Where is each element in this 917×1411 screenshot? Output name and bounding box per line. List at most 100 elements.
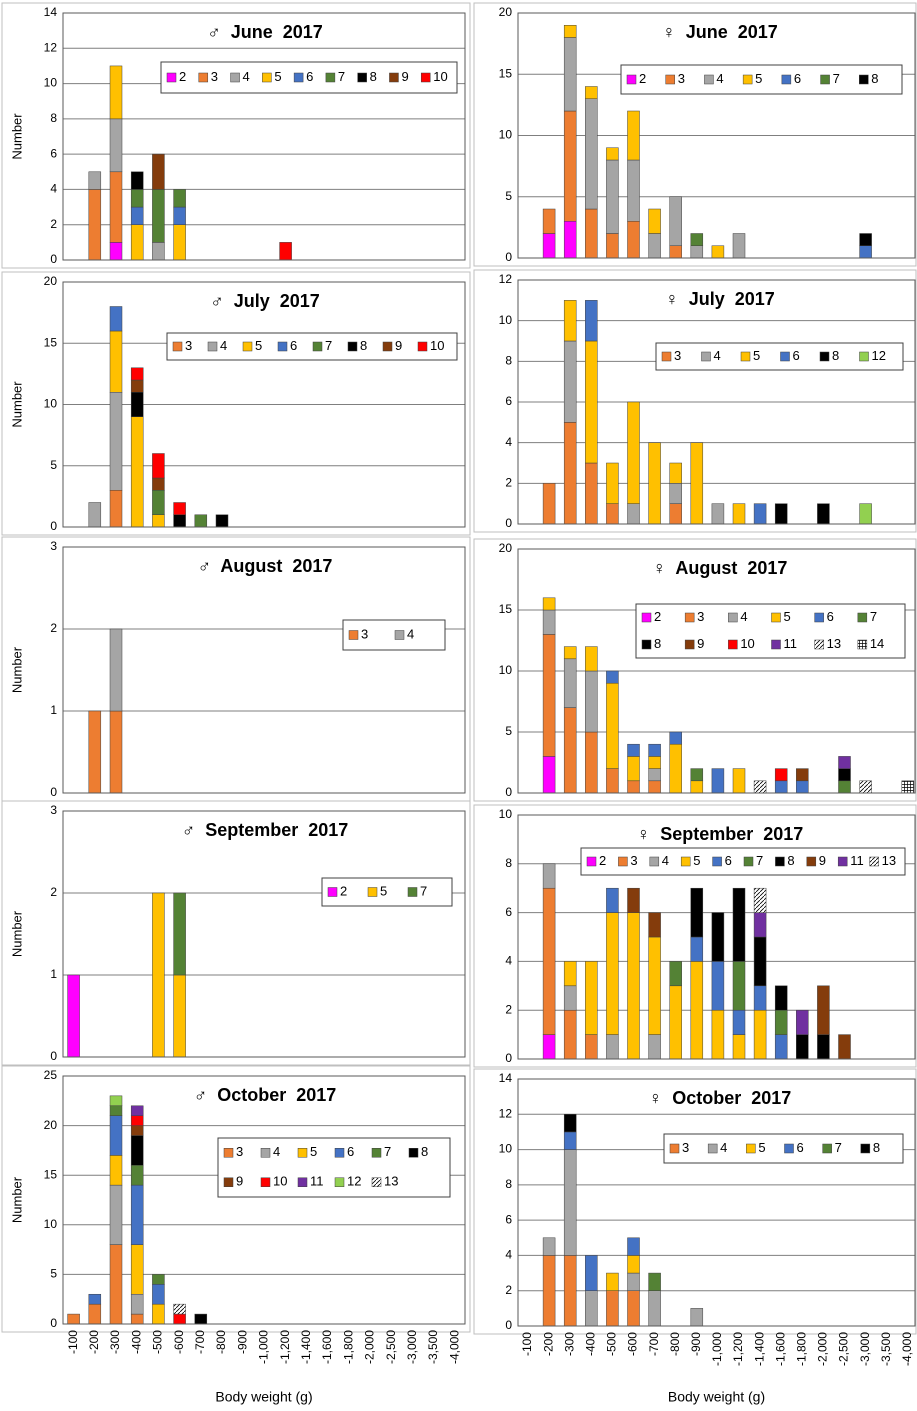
bar-segment	[859, 233, 872, 246]
x-tick-label: -2,000	[816, 1332, 830, 1366]
bar-segment	[109, 490, 123, 528]
bar-segment	[796, 768, 809, 782]
bar-segment	[711, 1009, 725, 1060]
bar-segment	[648, 756, 661, 769]
chart-title: ♂ September 2017	[182, 820, 349, 840]
legend-swatch	[382, 341, 393, 352]
x-tick-label: -3,500	[426, 1330, 440, 1364]
y-tick-label: 10	[499, 128, 513, 142]
x-tick-label: -100	[520, 1332, 534, 1356]
legend-swatch	[728, 612, 738, 623]
bar-segment	[606, 682, 619, 769]
bar-segment	[130, 171, 144, 190]
x-tick-label: -3,000	[405, 1330, 419, 1364]
legend-swatch	[198, 72, 209, 83]
bar-segment	[585, 646, 598, 672]
x-tick-label: -1,400	[752, 1332, 766, 1366]
legend-swatch	[780, 351, 790, 362]
x-tick-label: -900	[689, 1332, 703, 1356]
bar-segment	[901, 780, 915, 794]
y-tick-label: 20	[44, 274, 58, 288]
legend-swatch	[348, 630, 359, 640]
bar-segment	[130, 1244, 144, 1295]
legend-label: 14	[870, 636, 884, 651]
bar-segment	[585, 340, 598, 464]
y-tick-label: 14	[499, 1071, 513, 1085]
legend-label: 9	[819, 853, 826, 868]
legend-label: 6	[797, 1140, 804, 1155]
bar-segment	[648, 233, 661, 259]
legend-label: 9	[395, 338, 402, 353]
legend-swatch	[704, 74, 714, 85]
y-tick-label: 2	[505, 1283, 512, 1297]
bar-segment	[152, 1274, 165, 1285]
chart-title: ♂ October 2017	[194, 1085, 337, 1105]
legend-label: 4	[662, 853, 669, 868]
legend-label: 11	[310, 1174, 324, 1189]
y-tick-label: 20	[499, 541, 513, 555]
legend-swatch	[417, 341, 428, 352]
bar-segment	[563, 25, 577, 38]
bar-segment	[563, 961, 577, 987]
legend-swatch	[420, 72, 431, 83]
x-tick-label: -1,000	[710, 1332, 724, 1366]
legend-label: 4	[714, 348, 721, 363]
legend-label: 3	[185, 338, 192, 353]
bar-segment	[585, 98, 598, 210]
bar-segment	[542, 609, 556, 635]
y-axis-label: Number	[9, 381, 24, 428]
y-tick-label: 15	[499, 66, 513, 80]
bar-segment	[669, 743, 682, 794]
legend-swatch	[312, 341, 323, 352]
legend-swatch	[814, 639, 824, 650]
bar-segment	[732, 503, 746, 525]
bar-segment	[669, 985, 682, 1060]
legend-swatch	[819, 351, 830, 362]
bar-segment	[130, 1293, 144, 1315]
legend-label: 6	[793, 348, 800, 363]
bar-segment	[690, 442, 704, 525]
bar-segment	[627, 503, 640, 525]
legend-label: 3	[630, 853, 637, 868]
legend-swatch	[728, 639, 738, 650]
x-tick-label: -700	[647, 1332, 661, 1356]
bar-segment	[817, 1034, 830, 1060]
bar-segment	[585, 670, 598, 733]
bar-segment	[152, 242, 165, 261]
y-tick-label: 0	[505, 1318, 512, 1332]
y-tick-label: 6	[50, 146, 57, 160]
legend-label: 11	[784, 636, 798, 651]
legend-swatch	[661, 351, 672, 362]
legend-label: 8	[360, 338, 367, 353]
bar-segment	[152, 1284, 165, 1305]
bar-segment	[109, 1115, 123, 1156]
legend-label: 4	[243, 69, 250, 84]
bar-segment	[859, 503, 872, 525]
bar-segment	[753, 887, 767, 913]
bar-segment	[542, 863, 556, 889]
bar-segment	[669, 196, 682, 246]
bar-segment	[606, 1272, 619, 1291]
legend-swatch	[230, 72, 240, 83]
panel-border	[473, 2, 917, 267]
bar-segment	[130, 1165, 144, 1186]
bar-segment	[648, 768, 661, 782]
legend-label: 4	[220, 338, 227, 353]
y-axis-label: Number	[9, 646, 24, 693]
y-tick-label: 0	[50, 519, 57, 533]
legend-swatch	[680, 856, 691, 867]
legend-swatch	[260, 1148, 271, 1158]
bar-segment	[669, 731, 682, 745]
bar-segment	[711, 768, 725, 794]
legend-label: 7	[835, 1140, 842, 1155]
chart-title: ♀ October 2017	[649, 1088, 792, 1108]
bar-segment	[542, 756, 556, 794]
bar-segment	[690, 1308, 704, 1327]
bar-segment	[690, 936, 704, 962]
bar-segment	[606, 1290, 619, 1327]
bar-segment	[173, 892, 186, 976]
bar-segment	[711, 245, 725, 259]
legend-label: 2	[639, 71, 646, 86]
bar-segment	[130, 1135, 144, 1166]
bar-segment	[130, 1115, 144, 1126]
